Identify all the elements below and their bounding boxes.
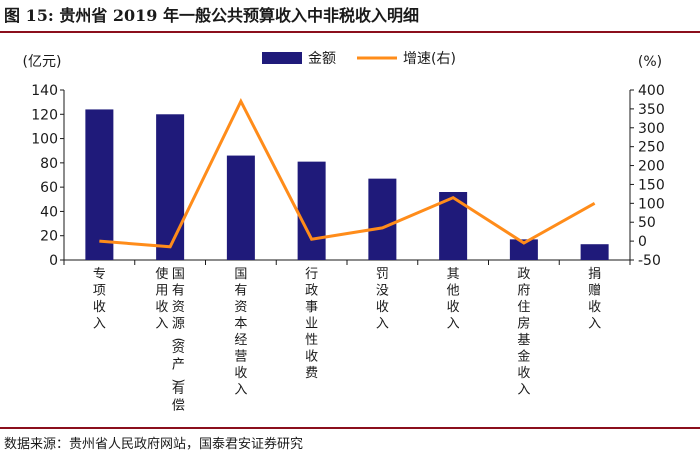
right-axis-label: (%) [638, 54, 662, 70]
category-label-char: 专 [93, 267, 106, 282]
right-tick-label: 0 [638, 234, 647, 250]
category-label-char: 其 [447, 267, 460, 282]
left-tick-label: 120 [31, 107, 58, 123]
category-label-char: 捐 [588, 267, 601, 282]
category-label-char: 产 [172, 358, 185, 373]
category-label-char: 偿 [172, 399, 185, 414]
category-label-char: 资 [172, 341, 185, 356]
left-tick-label: 0 [49, 253, 58, 269]
category-label-char: 政 [305, 284, 318, 299]
category-label-char: 府 [517, 284, 530, 299]
category-label-char: 收 [447, 300, 460, 315]
category-label-char: 本 [234, 317, 247, 332]
category-label-char: 收 [155, 300, 168, 315]
category-label-char: 资 [172, 300, 185, 315]
category-label-char: 资 [234, 300, 247, 315]
left-tick-label: 80 [40, 156, 58, 172]
bottom-rule [0, 427, 700, 429]
category-label-char: 有 [234, 284, 247, 299]
right-tick-label: 100 [638, 196, 665, 212]
category-label-char: 有 [172, 284, 185, 299]
category-label-char: 收 [93, 300, 106, 315]
category-label-char: 入 [155, 317, 168, 332]
category-label-char: 用 [155, 284, 168, 299]
category-label-char: 他 [447, 284, 460, 299]
bar-2 [156, 114, 185, 261]
bar-8 [580, 244, 609, 260]
left-axis-label: (亿元) [23, 54, 62, 70]
left-tick-label: 100 [31, 132, 58, 148]
left-tick-label: 20 [40, 229, 58, 245]
category-label-char: 收 [517, 366, 530, 381]
right-tick-label: 200 [638, 159, 665, 175]
right-tick-label: 50 [638, 215, 656, 231]
category-label-char: 有 [172, 382, 185, 397]
bar-7 [509, 239, 538, 260]
figure-title: 图 15: 贵州省 2019 年一般公共预算收入中非税收入明细 [4, 6, 419, 25]
category-label-char: 赠 [588, 284, 601, 299]
growth-line [99, 97, 596, 249]
category-label-char: 入 [376, 317, 389, 332]
category-label-char: 性 [305, 333, 318, 348]
legend-label-bar: 金额 [308, 51, 336, 67]
right-tick-label: 250 [638, 140, 665, 156]
category-label-char: 收 [305, 350, 318, 365]
top-rule [0, 31, 700, 33]
category-label-char: 源 [172, 317, 185, 332]
right-tick-label: 150 [638, 177, 665, 193]
category-label-char: 入 [588, 317, 601, 332]
category-label-char: 基 [517, 333, 530, 348]
left-tick-label: 140 [31, 83, 58, 99]
category-label-char: 事 [305, 300, 318, 315]
category-label-char: 经 [234, 333, 247, 348]
category-label-char: 行 [305, 267, 318, 282]
category-label-char: ) [170, 378, 185, 383]
category-label-char: 入 [93, 317, 106, 332]
category-label-char: 国 [172, 267, 185, 282]
right-tick-label: 350 [638, 102, 665, 118]
category-label-char: 业 [305, 317, 318, 332]
category-label-char: 住 [517, 300, 530, 315]
chart: 0 20 40 60 80 100 120 140 -50 0 50 100 150 200 250 300 3… [23, 51, 665, 414]
category-label-char: 国 [234, 267, 247, 282]
left-tick-label: 40 [40, 204, 58, 220]
bar-4 [297, 161, 326, 260]
right-tick-label: 300 [638, 121, 665, 137]
category-label-char: 入 [234, 383, 247, 398]
bar-1 [85, 109, 114, 260]
category-label-char: 入 [517, 383, 530, 398]
bar-5 [368, 178, 397, 260]
category-label-char: 房 [517, 316, 530, 332]
left-tick-label: 60 [40, 180, 58, 196]
category-label-char: 政 [517, 267, 530, 282]
category-label-char: 费 [305, 366, 318, 381]
category-label-char: 使 [155, 266, 168, 282]
category-label-char: ( [170, 337, 185, 342]
category-label-char: 收 [376, 300, 389, 315]
category-label-char: 项 [93, 284, 106, 299]
category-label-char: 没 [376, 284, 389, 299]
category-label-char: 罚 [376, 267, 389, 282]
category-label-char: 金 [517, 349, 530, 365]
category-label-char: 入 [447, 317, 460, 332]
right-tick-label: -50 [638, 253, 661, 269]
category-label-char: 营 [234, 350, 247, 365]
source-note: 数据来源：贵州省人民政府网站，国泰君安证券研究 [4, 437, 304, 452]
legend-label-line: 增速(右) [403, 51, 456, 67]
bar-3 [226, 155, 255, 260]
category-label-char: 收 [234, 366, 247, 381]
right-tick-label: 400 [638, 83, 665, 99]
legend-swatch-bar [262, 52, 302, 64]
category-label-char: 收 [588, 300, 601, 315]
